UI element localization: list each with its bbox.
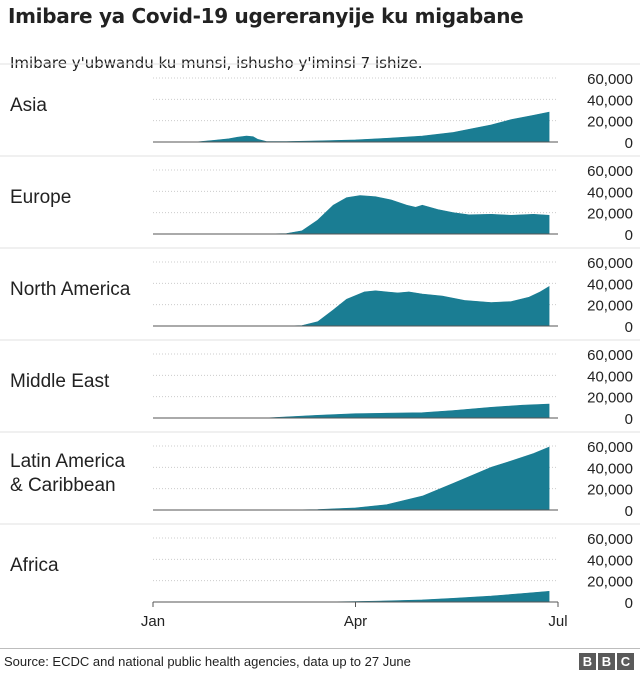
y-tick-label: 40,000: [587, 92, 633, 109]
bbc-logo: B B C: [579, 653, 634, 670]
series-area: [153, 111, 550, 143]
y-tick-label: 60,000: [587, 255, 633, 272]
x-tick-label: Apr: [344, 613, 367, 630]
y-tick-label: 40,000: [587, 276, 633, 293]
chart-subtitle: Imibare y'ubwandu ku munsi, ishusho y'im…: [10, 54, 423, 72]
series-area: [153, 285, 550, 327]
y-tick-label: 40,000: [587, 368, 633, 385]
series-area: [153, 403, 550, 419]
y-tick-label: 40,000: [587, 552, 633, 569]
y-tick-label: 0: [625, 411, 633, 428]
y-tick-label: 20,000: [587, 390, 633, 407]
y-tick-label: 60,000: [587, 347, 633, 364]
y-tick-label: 20,000: [587, 574, 633, 591]
panel-label: North America: [10, 279, 131, 300]
x-tick-label: Jan: [141, 613, 165, 630]
y-tick-label: 0: [625, 503, 633, 520]
panel-label: & Caribbean: [10, 475, 116, 496]
x-tick-label: Jul: [548, 613, 567, 630]
y-tick-label: 20,000: [587, 206, 633, 223]
logo-letter: B: [598, 653, 615, 670]
panel-label: Africa: [10, 555, 59, 576]
y-tick-label: 60,000: [587, 163, 633, 180]
logo-letter: B: [579, 653, 596, 670]
y-tick-label: 0: [625, 227, 633, 244]
y-tick-label: 60,000: [587, 71, 633, 88]
chart-title: Imibare ya Covid-19 ugereranyije ku miga…: [8, 4, 524, 28]
series-area: [153, 590, 550, 603]
y-tick-label: 20,000: [587, 114, 633, 131]
panel-label: Middle East: [10, 371, 110, 392]
series-area: [153, 195, 550, 235]
y-tick-label: 0: [625, 319, 633, 336]
y-tick-label: 0: [625, 135, 633, 152]
panel-label: Latin America: [10, 451, 126, 472]
y-tick-label: 60,000: [587, 439, 633, 456]
source-note: Source: ECDC and national public health …: [4, 654, 411, 669]
small-multiples-chart: 0 20,000 40,000 60,000 Asia 0 20,000 40,000 60,0…: [0, 63, 640, 630]
y-tick-label: 0: [625, 595, 633, 612]
panel-label: Asia: [10, 95, 47, 116]
y-tick-label: 20,000: [587, 298, 633, 315]
panel-label: Europe: [10, 187, 71, 208]
logo-letter: C: [617, 653, 634, 670]
y-tick-label: 40,000: [587, 184, 633, 201]
y-tick-label: 60,000: [587, 531, 633, 548]
y-tick-label: 20,000: [587, 482, 633, 499]
y-tick-label: 40,000: [587, 460, 633, 477]
footer-divider: [0, 648, 640, 649]
series-area: [153, 446, 550, 511]
